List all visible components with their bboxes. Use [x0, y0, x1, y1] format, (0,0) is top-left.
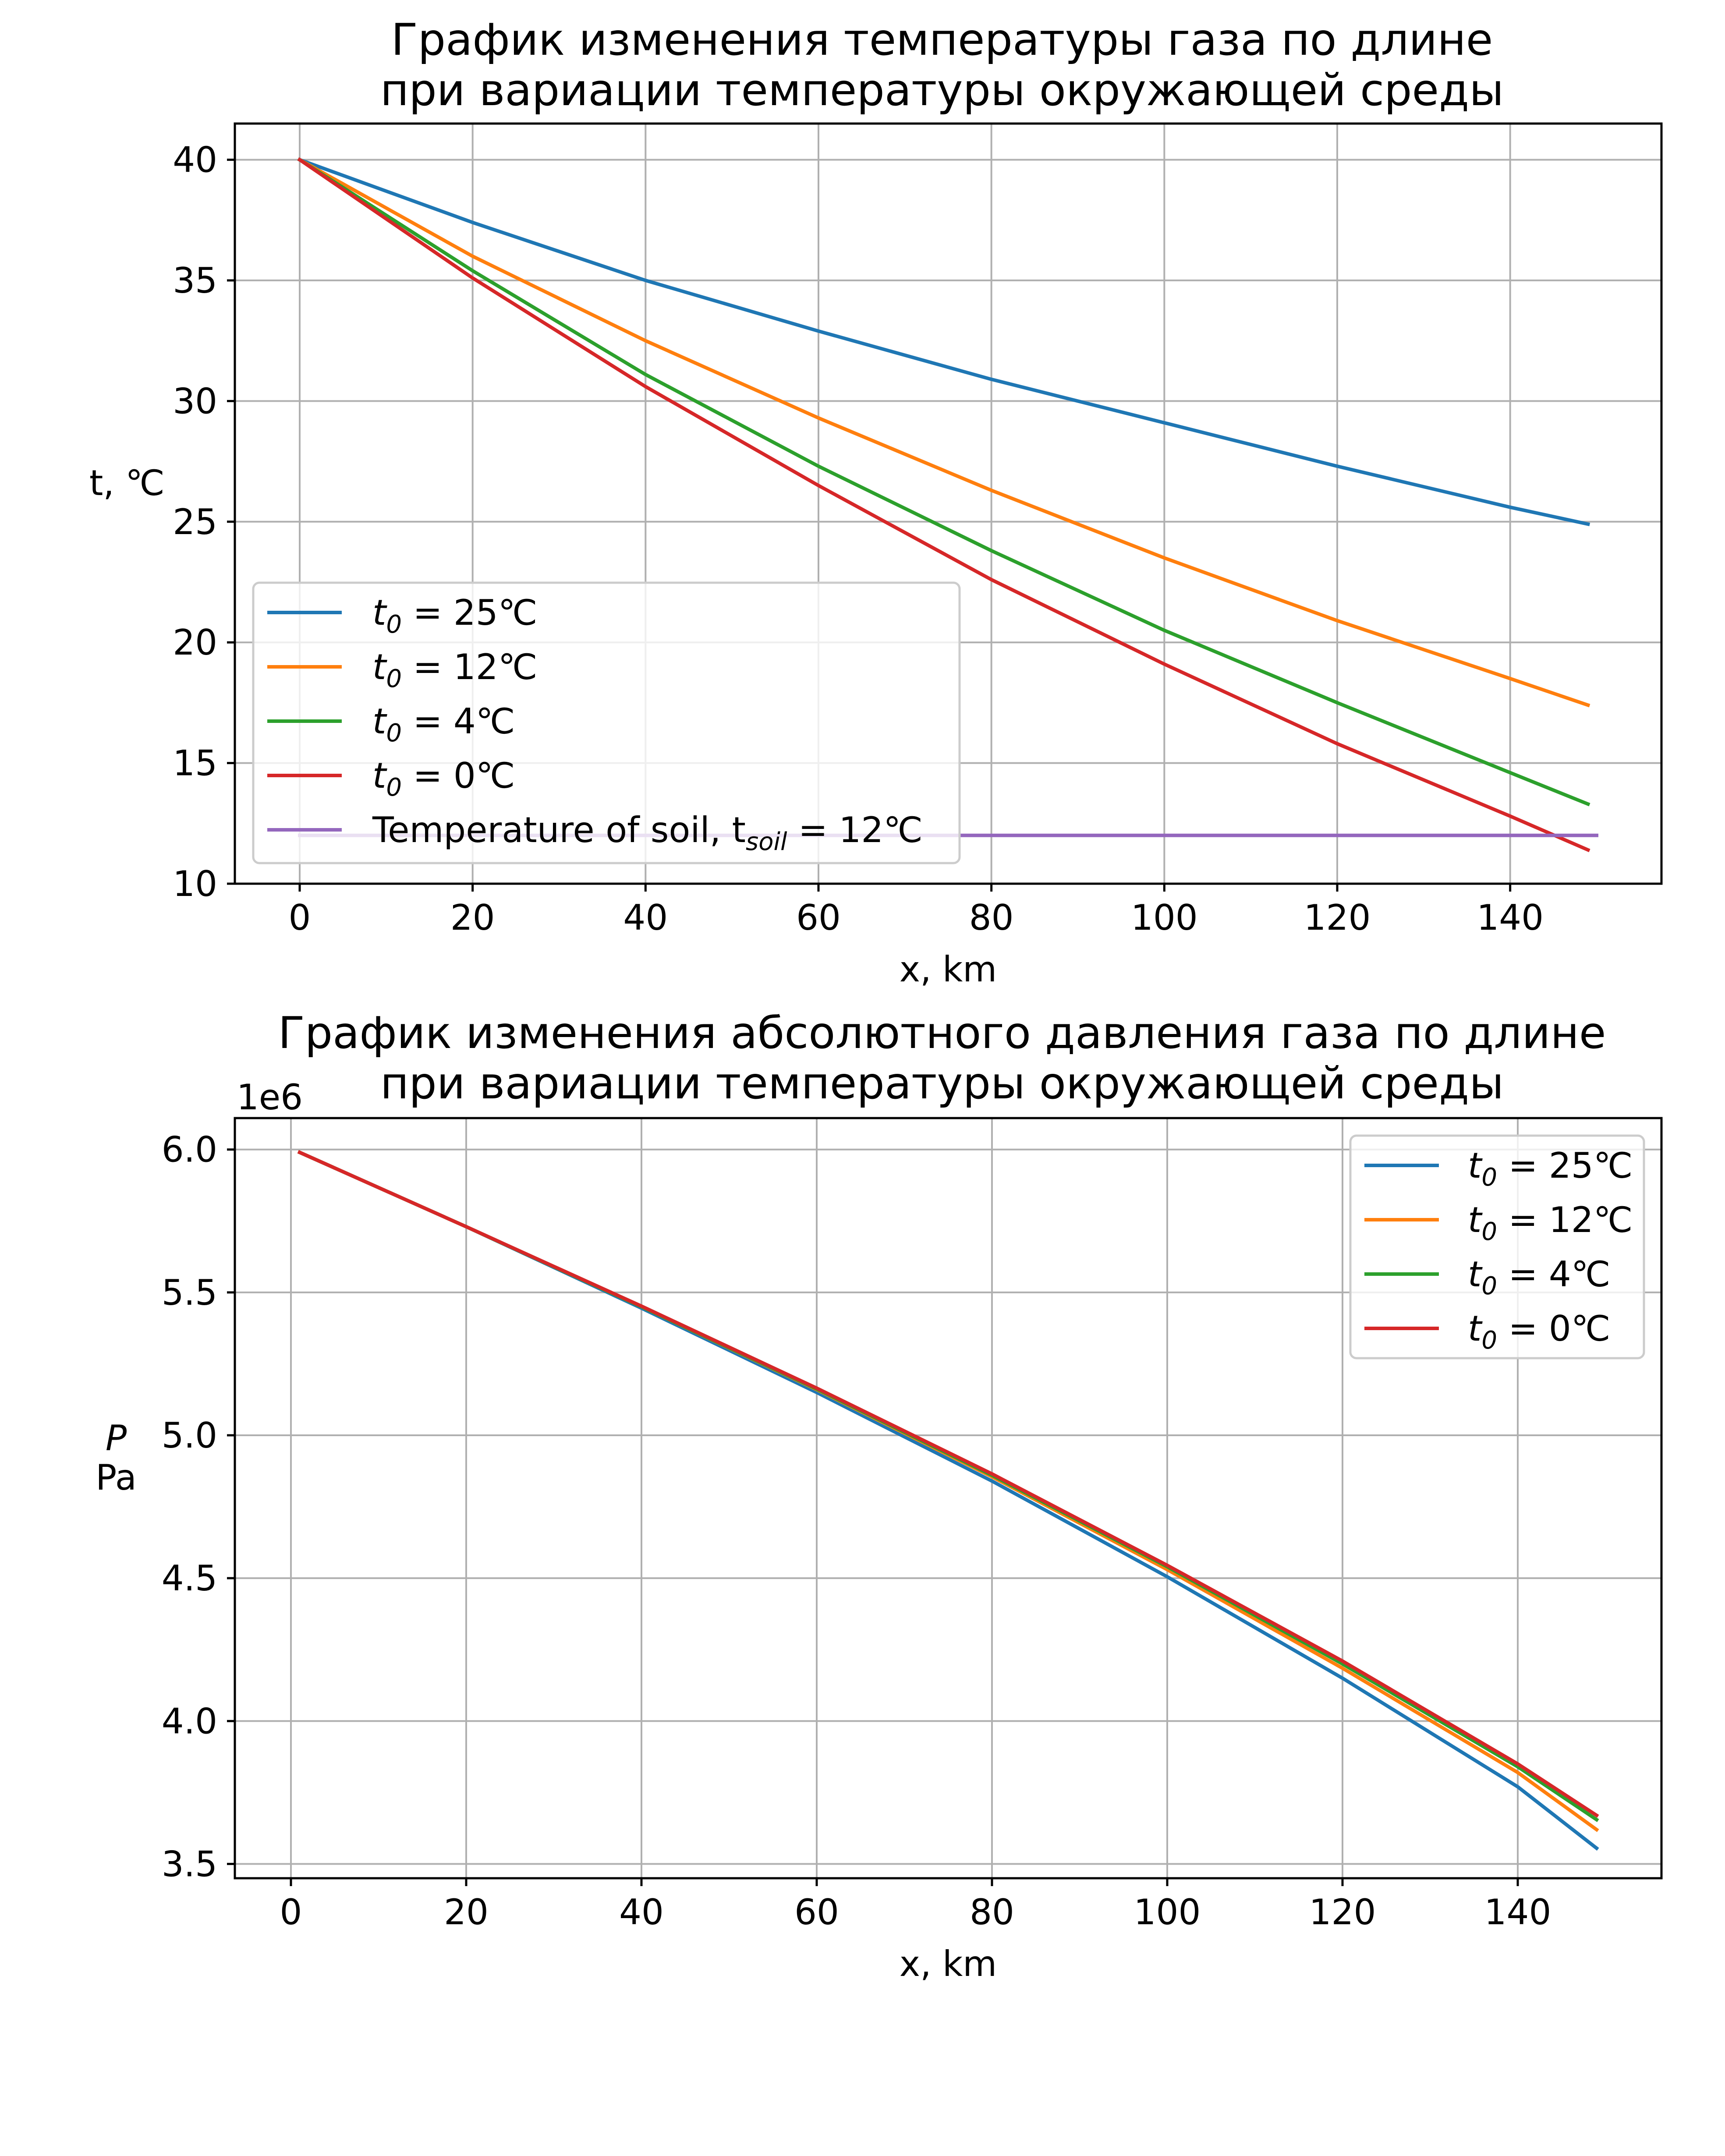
temperature-chart-legend-label: t0 = 25℃ [372, 592, 538, 639]
temperature-chart-axes-frame [234, 122, 1663, 885]
temperature-chart-x-tick-label: 80 [969, 897, 1014, 938]
pressure-chart-y-tick-label: 3.5 [162, 1844, 217, 1884]
temperature-chart-legend-label: Temperature of soil, tsoil = 12℃ [372, 810, 923, 856]
temperature-chart-legend-label: t0 = 0℃ [372, 755, 515, 802]
pressure-chart-y-tick-label: 6.0 [162, 1129, 217, 1170]
pressure-chart-x-axis-label: x, km [900, 1944, 997, 1984]
pressure-chart-title-line-2: при вариации температуры окружающей сред… [380, 1058, 1504, 1109]
pressure-chart-ticks: 0 20 40 60 80 100 120 140 3.5 4.0 4.5 5.0 5.5 6.0 [162, 1129, 1551, 1933]
temperature-chart-title-line-2: при вариации температуры окружающей сред… [380, 64, 1504, 116]
pressure-chart-series [297, 1150, 1599, 1851]
pressure-chart-legend-label: t0 = 12℃ [1468, 1200, 1633, 1246]
pressure-chart-y-axis-label-unit: Pa [96, 1457, 137, 1498]
pressure-chart-y-axis-label-symbol: P [106, 1418, 127, 1459]
temperature-chart-series-line-0 [297, 157, 1590, 527]
pressure-chart-y-tick-label: 5.5 [162, 1272, 217, 1313]
temperature-chart-legend-box [252, 581, 961, 864]
temperature-chart-legend-label: t0 = 4℃ [372, 701, 515, 747]
temperature-chart-x-axis-label: x, km [900, 949, 997, 990]
temperature-chart-x-tick-label: 120 [1304, 897, 1371, 938]
pressure-chart-y-tick-label: 4.5 [162, 1558, 217, 1599]
temperature-chart-y-tick-label: 20 [173, 622, 217, 663]
temperature-chart-series [297, 157, 1598, 853]
temperature-chart: График изменения температуры газа по дли… [89, 14, 1663, 990]
pressure-chart-x-tick-label: 140 [1484, 1892, 1551, 1933]
pressure-chart: График изменения абсолютного давления га… [96, 1007, 1663, 1984]
pressure-chart-x-tick-label: 20 [444, 1892, 489, 1933]
pressure-chart-y-tick-label: 5.0 [162, 1415, 217, 1456]
pressure-chart-legend-label: t0 = 4℃ [1468, 1254, 1611, 1300]
temperature-chart-title-line-1: График изменения температуры газа по дли… [391, 14, 1493, 65]
temperature-chart-x-tick-label: 100 [1131, 897, 1198, 938]
temperature-chart-ticks: 0 20 40 60 80 100 120 140 10 15 20 25 30 35 40 [173, 140, 1544, 938]
pressure-chart-x-tick-label: 100 [1134, 1892, 1201, 1933]
pressure-chart-x-tick-label: 0 [280, 1892, 302, 1933]
pressure-chart-y-tick-label: 4.0 [162, 1701, 217, 1742]
pressure-chart-legend-label: t0 = 0℃ [1468, 1308, 1611, 1355]
temperature-chart-x-tick-label: 60 [796, 897, 841, 938]
pressure-chart-legend-label: t0 = 25℃ [1468, 1145, 1633, 1192]
temperature-chart-y-tick-label: 40 [173, 140, 217, 181]
temperature-chart-y-axis-label: t, ℃ [89, 463, 165, 503]
temperature-chart-y-tick-label: 30 [173, 381, 217, 421]
temperature-chart-series-line-3 [297, 157, 1590, 853]
pressure-chart-legend-box [1349, 1134, 1645, 1359]
temperature-chart-x-tick-label: 40 [623, 897, 668, 938]
pressure-chart-offset-text: 1e6 [237, 1077, 303, 1118]
pressure-chart-axes-frame [234, 1117, 1663, 1880]
pressure-chart-x-tick-label: 120 [1309, 1892, 1376, 1933]
pressure-chart-legend: t0 = 25℃ t0 = 12℃ t0 = 4℃ t0 = 0℃ [1349, 1134, 1645, 1359]
temperature-chart-legend-label: t0 = 12℃ [372, 647, 538, 693]
pressure-chart-x-tick-label: 40 [619, 1892, 664, 1933]
temperature-chart-y-tick-label: 25 [173, 502, 217, 542]
temperature-chart-series-line-1 [297, 157, 1590, 708]
temperature-chart-x-tick-label: 140 [1477, 897, 1544, 938]
pressure-chart-x-tick-label: 80 [970, 1892, 1014, 1933]
pressure-chart-grid [235, 1118, 1661, 1878]
temperature-chart-y-tick-label: 35 [173, 260, 217, 301]
temperature-chart-x-tick-label: 0 [289, 897, 311, 938]
temperature-chart-legend: t0 = 25℃ t0 = 12℃ t0 = 4℃ t0 = 0℃ Temperatur… [252, 581, 961, 864]
temperature-chart-series-line-2 [297, 157, 1590, 807]
temperature-chart-y-tick-label: 15 [173, 743, 217, 784]
pressure-chart-title-line-1: График изменения абсолютного давления га… [278, 1007, 1606, 1059]
pressure-chart-x-tick-label: 60 [794, 1892, 839, 1933]
temperature-chart-y-tick-label: 10 [173, 864, 217, 904]
temperature-chart-x-tick-label: 20 [450, 897, 495, 938]
pressure-chart-series-line-3 [297, 1150, 1599, 1818]
